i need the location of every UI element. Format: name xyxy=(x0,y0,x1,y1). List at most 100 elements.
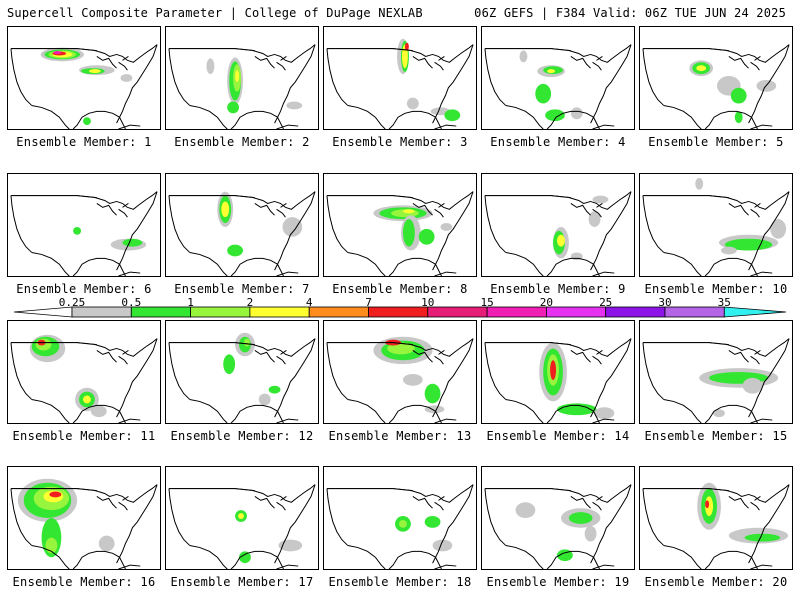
scp-contour xyxy=(588,211,601,227)
map-coastline xyxy=(546,110,594,129)
ensemble-map xyxy=(326,38,474,129)
map-coastline xyxy=(434,271,457,276)
map-panel xyxy=(481,320,635,424)
map-coastline xyxy=(388,404,436,423)
colorbar-tick-label: 0.5 xyxy=(121,296,142,309)
ensemble-member-label: Ensemble Member: 20 xyxy=(644,575,788,589)
map-panel xyxy=(165,26,319,130)
map-coastline xyxy=(96,350,129,365)
map-coastline xyxy=(704,404,752,423)
map-coastline xyxy=(347,104,386,129)
map-coastline xyxy=(546,404,594,423)
map-coastline xyxy=(663,104,702,129)
scp-contour xyxy=(584,525,597,542)
map-panel xyxy=(323,320,477,424)
ensemble-map xyxy=(326,484,474,569)
map-coastline xyxy=(326,488,349,546)
map-coastline xyxy=(412,203,445,218)
map-coastline xyxy=(276,418,299,423)
map-coastline xyxy=(592,564,615,569)
ensemble-map xyxy=(642,44,790,129)
scp-contour xyxy=(545,109,565,122)
map-panel xyxy=(481,466,635,570)
map-border xyxy=(10,342,97,345)
map-coastline xyxy=(505,104,544,129)
map-panel xyxy=(7,466,161,570)
map-coastline xyxy=(434,418,457,423)
map-coastline xyxy=(704,257,752,276)
ensemble-map xyxy=(484,338,632,423)
map-coastline xyxy=(484,488,507,546)
map-coastline xyxy=(412,496,445,511)
map-coastline xyxy=(750,564,773,569)
map-coastline xyxy=(590,338,632,418)
map-panel xyxy=(323,466,477,570)
map-coastline xyxy=(96,56,129,71)
scp-contour xyxy=(568,512,593,524)
colorbar-swatch xyxy=(368,306,429,318)
scp-contour xyxy=(88,69,101,74)
map-coastline xyxy=(590,191,632,271)
scp-contour xyxy=(550,360,557,380)
colorbar-tick-label: 20 xyxy=(539,296,554,309)
ensemble-map xyxy=(642,177,790,276)
map-coastline xyxy=(168,342,191,400)
map-coastline xyxy=(570,56,603,71)
map-coastline xyxy=(642,48,665,106)
scp-contour xyxy=(286,101,303,110)
map-border xyxy=(168,488,255,491)
map-coastline xyxy=(189,251,228,276)
map-coastline xyxy=(72,257,120,276)
map-coastline xyxy=(116,191,158,271)
map-coastline xyxy=(592,124,615,129)
scp-contour xyxy=(594,407,615,420)
colorbar-swatch xyxy=(190,306,251,318)
map-coastline xyxy=(254,56,287,71)
map-coastline xyxy=(642,195,665,253)
map-coastline xyxy=(748,44,790,124)
map-panel xyxy=(7,173,161,277)
map-coastline xyxy=(189,398,228,423)
map-coastline xyxy=(546,550,594,569)
ensemble-member-label: Ensemble Member: 3 xyxy=(332,135,468,149)
map-border xyxy=(10,48,97,51)
map-coastline xyxy=(347,398,386,423)
ensemble-member-label: Ensemble Member: 16 xyxy=(12,575,156,589)
colorbar-tick-label: 25 xyxy=(599,296,613,309)
scp-contour xyxy=(705,500,710,509)
map-coastline xyxy=(230,404,278,423)
map-coastline xyxy=(116,44,158,124)
map-border xyxy=(326,342,413,345)
colorbar-tick-label: 0.25 xyxy=(58,296,86,309)
map-coastline xyxy=(276,564,299,569)
map-coastline xyxy=(347,251,386,276)
scp-contour xyxy=(406,97,419,110)
map-border xyxy=(326,488,413,491)
ensemble-map xyxy=(484,191,632,276)
map-coastline xyxy=(728,56,761,71)
map-coastline xyxy=(388,550,436,569)
map-coastline xyxy=(276,271,299,276)
map-coastline xyxy=(663,398,702,423)
ensemble-map xyxy=(642,338,790,423)
map-coastline xyxy=(388,110,436,129)
map-border xyxy=(642,195,729,198)
map-coastline xyxy=(505,544,544,569)
ensemble-member-label: Ensemble Member: 1 xyxy=(16,135,152,149)
scp-contour xyxy=(515,502,536,518)
ensemble-member-label: Ensemble Member: 14 xyxy=(486,429,630,443)
scp-contour xyxy=(206,58,215,75)
ensemble-map xyxy=(10,334,158,423)
map-coastline xyxy=(663,544,702,569)
scp-contour xyxy=(713,409,725,418)
map-border xyxy=(484,195,571,198)
map-coastline xyxy=(189,544,228,569)
map-coastline xyxy=(10,342,33,400)
scp-contour xyxy=(402,373,423,386)
map-border xyxy=(10,488,97,491)
scp-contour xyxy=(235,70,240,82)
map-coastline xyxy=(347,544,386,569)
map-coastline xyxy=(434,564,457,569)
map-coastline xyxy=(31,104,70,129)
